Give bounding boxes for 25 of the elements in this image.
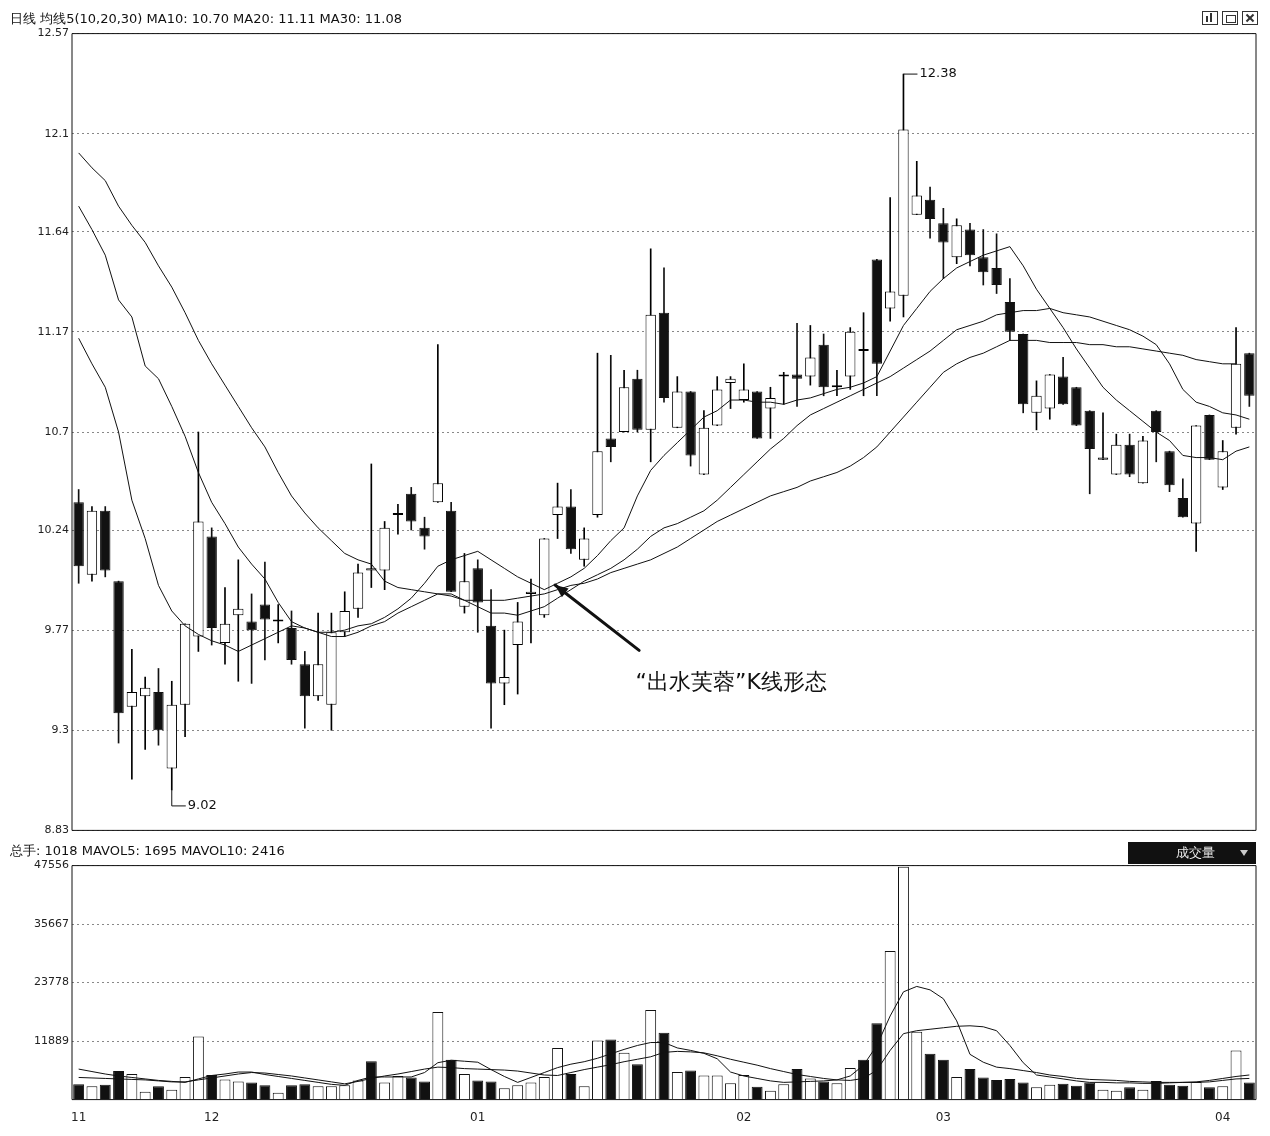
text: 成交量	[1176, 844, 1215, 862]
annotation: 12.38	[919, 65, 957, 81]
chart-title: 总手: 1018 MAVOL5: 1695 MAVOL10: 2416	[9, 843, 285, 859]
x-tick-label: 01	[470, 1109, 486, 1124]
x-tick-label: 12	[204, 1109, 220, 1124]
y-tick-label: 10.7	[44, 424, 69, 438]
chart-title: 日线 均线5(10,20,30) MA10: 10.70 MA20: 11.11 MA30: 11.08	[10, 11, 402, 27]
y-tick-label: 8.83	[44, 823, 69, 837]
y-tick-label: 11.17	[37, 324, 69, 338]
annotation: “出水芙蓉”K线形态	[635, 668, 827, 694]
y-tick-label: 10.24	[37, 522, 69, 536]
x-tick-label: 03	[935, 1109, 952, 1124]
annotation: 9.02	[187, 797, 217, 813]
x-tick-label: 02	[736, 1109, 752, 1124]
x-tick-label: 11	[71, 1109, 87, 1124]
y-tick-label: 9.77	[44, 622, 69, 636]
y-tick-label: 12.57	[37, 26, 69, 40]
y-tick-label: 11889	[34, 1033, 69, 1047]
y-tick-label: 47556	[34, 858, 69, 872]
y-tick-label: 9.3	[51, 723, 69, 737]
y-tick-label: 11.64	[37, 224, 69, 238]
y-tick-label: 23778	[34, 975, 69, 989]
y-tick-label: 12.1	[44, 126, 69, 140]
x-tick-label: 04	[1215, 1109, 1231, 1124]
y-tick-label: 35667	[34, 916, 69, 930]
